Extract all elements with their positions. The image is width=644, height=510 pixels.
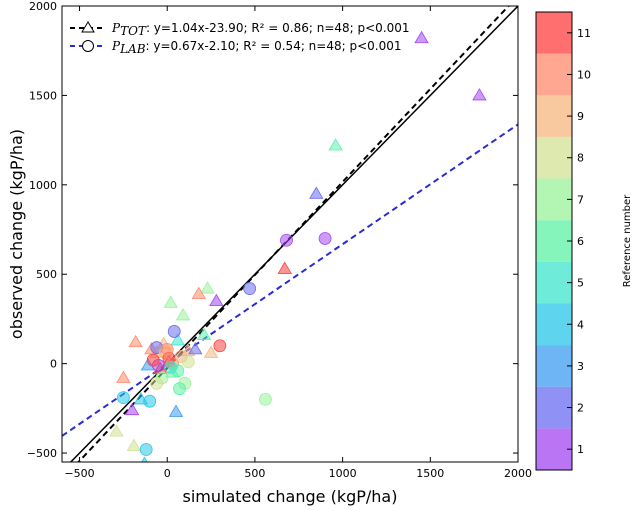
- legend-label: PLAB: y=0.67x-2.10; R² = 0.54; n=48; p<0…: [111, 39, 402, 56]
- data-point-circle: [259, 393, 272, 406]
- colorbar-ticks: 1 2 3 4 5 6 7 8 9 10 11: [567, 27, 591, 456]
- data-point-triangle: [196, 327, 212, 340]
- colorbar-tick-label: 10: [577, 68, 591, 81]
- data-point-circle: [213, 339, 227, 353]
- y-tick-label: −500: [27, 447, 57, 460]
- colorbar-segment: [536, 386, 572, 429]
- colorbar-tick-label: 4: [577, 318, 584, 331]
- y-tick-label: 500: [36, 268, 57, 281]
- data-point-triangle: [472, 88, 487, 101]
- y-tick-label: 0: [50, 358, 57, 371]
- x-tick-label: 1000: [329, 467, 357, 480]
- legend: PTOT: y=1.04x-23.90; R² = 0.86; n=48; p<…: [70, 21, 410, 56]
- data-point-triangle: [163, 295, 178, 308]
- colorbar-segment: [536, 303, 572, 346]
- data-point-triangle: [188, 342, 203, 355]
- colorbar-segment: [536, 428, 572, 470]
- y-axis-ticks: −500 0 500 1000 1500 2000: [27, 0, 518, 460]
- colorbar-segment: [536, 345, 572, 387]
- data-point-circle: [116, 391, 130, 405]
- colorbar-tick-label: 1: [577, 443, 584, 456]
- colorbar-segment: [536, 220, 572, 262]
- data-point-circle: [160, 342, 174, 356]
- colorbar-segment: [536, 95, 572, 137]
- x-tick-label: 500: [244, 467, 265, 480]
- data-point-triangle: [126, 438, 142, 451]
- data-point-circle: [139, 443, 153, 456]
- colorbar-tick-label: 7: [577, 193, 584, 206]
- x-tick-label: 1500: [416, 467, 444, 480]
- data-point-triangle: [128, 334, 143, 348]
- data-point-triangle: [328, 138, 343, 151]
- x-axis-title: simulated change (kgP/ha): [183, 487, 398, 506]
- colorbar-tick-label: 6: [577, 235, 584, 248]
- x-axis-ticks: −500 0 500 1000 1500 2000: [64, 6, 532, 480]
- data-point-triangle: [109, 424, 124, 437]
- data-point-triangle: [203, 345, 219, 358]
- data-point-triangle: [141, 456, 148, 462]
- x-tick-label: −500: [64, 467, 94, 480]
- y-axis-title: observed change (kgP/ha): [7, 129, 26, 339]
- data-point-triangle: [124, 402, 140, 416]
- colorbar: [535, 11, 573, 471]
- data-point-circle: [167, 325, 181, 338]
- data-point-triangle: [191, 286, 206, 299]
- colorbar-tick-label: 11: [577, 27, 591, 40]
- data-point-triangle: [209, 293, 224, 307]
- data-point-circle: [243, 282, 257, 295]
- data-point-circle: [318, 232, 332, 245]
- data-point-triangle: [170, 333, 185, 346]
- data-point-circle: [280, 233, 293, 247]
- data-points: [109, 30, 487, 462]
- x-tick-label: 0: [164, 467, 171, 480]
- data-point-triangle: [277, 261, 292, 274]
- data-point-circle: [150, 376, 164, 390]
- y-tick-label: 1000: [29, 179, 57, 192]
- data-point-circle: [143, 394, 157, 408]
- plot-frame: [61, 5, 519, 463]
- data-point-circle: [146, 353, 160, 367]
- colorbar-segment: [536, 136, 572, 179]
- data-point-triangle: [168, 404, 184, 417]
- data-point-triangle: [175, 308, 191, 321]
- data-point-triangle: [200, 281, 215, 294]
- y-tick-label: 1500: [29, 89, 57, 102]
- colorbar-segment: [536, 12, 572, 54]
- colorbar-segment: [536, 53, 572, 96]
- data-point-triangle: [414, 30, 429, 44]
- y-tick-label: 2000: [29, 0, 57, 13]
- data-point-triangle: [116, 370, 131, 383]
- legend-marker-circle: [82, 40, 94, 52]
- colorbar-tick-label: 5: [577, 277, 584, 290]
- legend-label: PTOT: y=1.04x-23.90; R² = 0.86; n=48; p<…: [111, 21, 410, 38]
- data-point-circle: [173, 382, 186, 396]
- colorbar-tick-label: 3: [577, 360, 584, 373]
- colorbar-label: Reference number: [622, 194, 633, 287]
- legend-marker-triangle: [81, 21, 95, 33]
- colorbar-tick-label: 9: [577, 110, 584, 123]
- x-tick-label: 2000: [504, 467, 532, 480]
- colorbar-tick-label: 2: [577, 402, 584, 415]
- data-point-circle: [164, 360, 178, 374]
- data-point-circle: [181, 355, 195, 369]
- colorbar-segment: [536, 261, 572, 304]
- colorbar-segment: [536, 178, 572, 221]
- data-point-triangle: [309, 186, 324, 199]
- fit-line-lab: [62, 123, 518, 437]
- colorbar-tick-label: 8: [577, 152, 584, 165]
